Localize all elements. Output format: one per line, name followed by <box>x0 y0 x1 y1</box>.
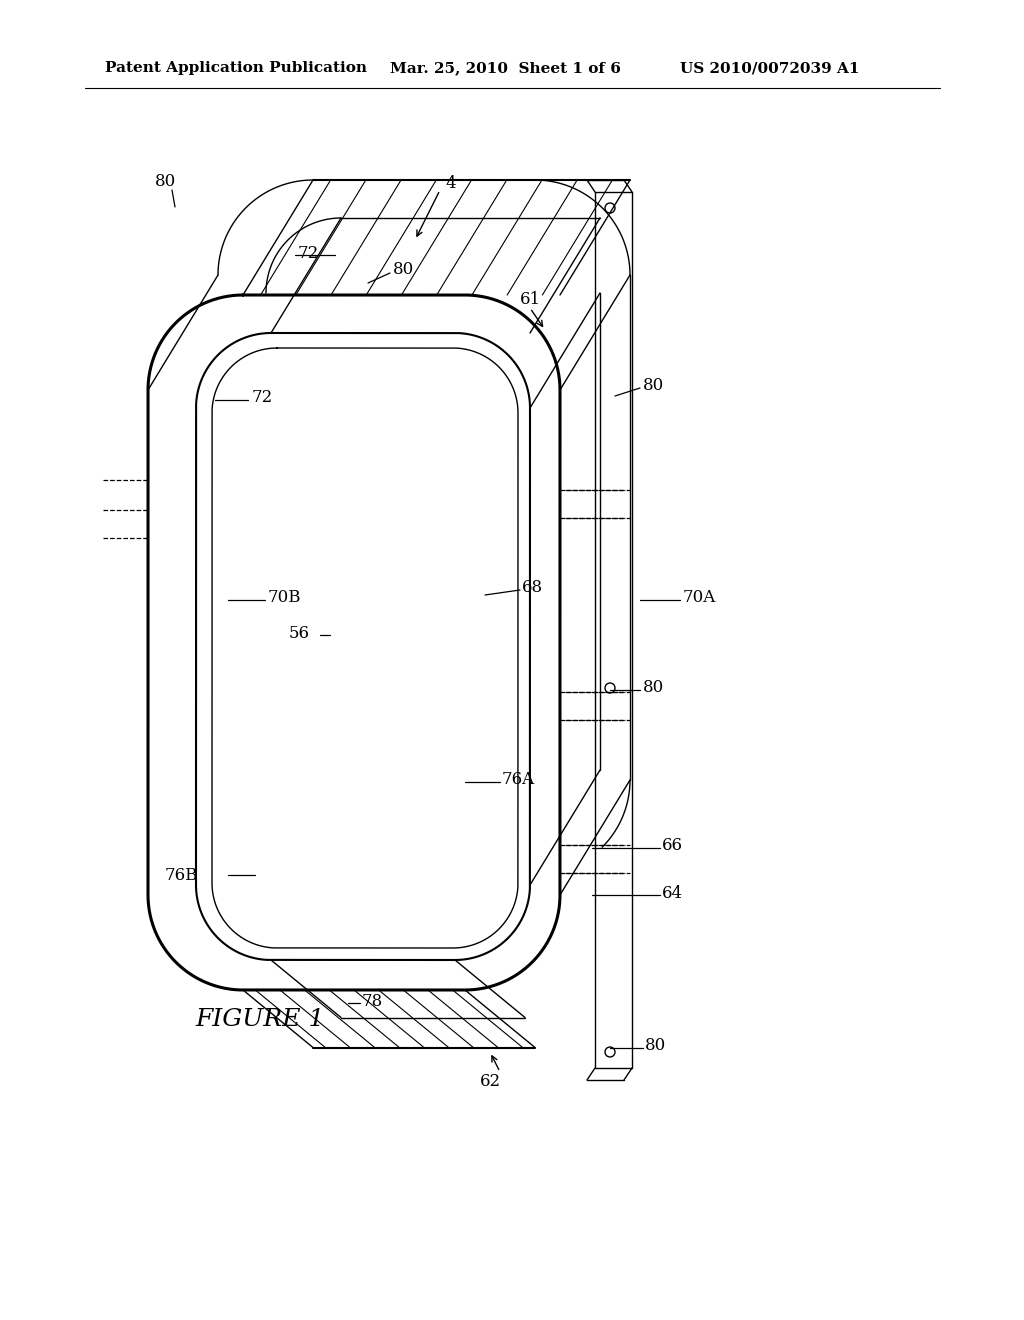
Text: 76B: 76B <box>165 867 198 884</box>
Text: 80: 80 <box>643 378 665 395</box>
Text: US 2010/0072039 A1: US 2010/0072039 A1 <box>680 61 859 75</box>
Text: 76A: 76A <box>502 771 536 788</box>
Text: 80: 80 <box>155 173 176 190</box>
Text: 62: 62 <box>479 1073 501 1090</box>
Text: 80: 80 <box>643 680 665 697</box>
Text: 68: 68 <box>522 579 543 597</box>
Text: 4: 4 <box>445 174 456 191</box>
Text: 72: 72 <box>252 389 273 407</box>
Text: 70B: 70B <box>268 590 301 606</box>
Text: 70A: 70A <box>683 590 716 606</box>
Text: Patent Application Publication: Patent Application Publication <box>105 61 367 75</box>
Text: 72: 72 <box>298 244 319 261</box>
Text: 61: 61 <box>520 292 541 309</box>
Text: 64: 64 <box>662 884 683 902</box>
Text: 80: 80 <box>393 261 415 279</box>
Text: 66: 66 <box>662 837 683 854</box>
Text: 78: 78 <box>362 993 383 1010</box>
Text: 80: 80 <box>645 1038 667 1055</box>
Text: 56: 56 <box>289 624 310 642</box>
Text: Mar. 25, 2010  Sheet 1 of 6: Mar. 25, 2010 Sheet 1 of 6 <box>390 61 621 75</box>
Text: FIGURE 1: FIGURE 1 <box>195 1008 325 1031</box>
